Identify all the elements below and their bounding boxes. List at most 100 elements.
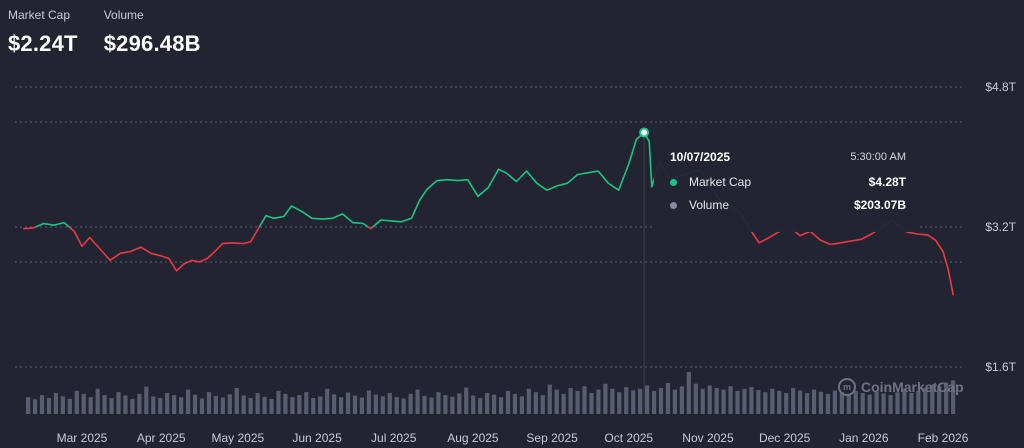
volume-bar bbox=[394, 397, 399, 414]
volume-bar bbox=[547, 384, 552, 414]
volume-bar bbox=[526, 388, 531, 414]
tooltip-series-value: $203.07B bbox=[853, 198, 906, 212]
volume-bar bbox=[26, 397, 31, 414]
volume-bar bbox=[610, 388, 615, 414]
volume-bar bbox=[53, 393, 58, 414]
volume-bar bbox=[95, 388, 100, 414]
volume-bar bbox=[297, 395, 302, 414]
volume-bar bbox=[568, 387, 573, 414]
volume-bar bbox=[332, 394, 337, 414]
volume-bar bbox=[443, 395, 448, 414]
volume-bar bbox=[603, 383, 608, 414]
volume-bar bbox=[366, 390, 371, 414]
volume-bar bbox=[804, 393, 810, 414]
volume-bar bbox=[464, 387, 469, 414]
volume-bar bbox=[540, 395, 545, 414]
header-stats: Market Cap $2.24T Volume $296.48B bbox=[8, 8, 201, 57]
volume-bar bbox=[492, 394, 497, 414]
volume-bar bbox=[74, 390, 79, 414]
y-tick-label: $1.6T bbox=[985, 360, 1016, 374]
volume-bar bbox=[505, 390, 511, 414]
volume-label: Volume bbox=[103, 8, 144, 22]
market-cap-value: $2.24T bbox=[8, 31, 78, 56]
volume-bar bbox=[276, 390, 281, 414]
volume-bar bbox=[700, 388, 705, 414]
volume-bar bbox=[415, 389, 420, 414]
volume-bar bbox=[436, 392, 441, 414]
volume-bar bbox=[679, 386, 684, 414]
volume-bar bbox=[665, 382, 671, 414]
volume-bar bbox=[686, 372, 691, 414]
volume-bar bbox=[123, 395, 128, 414]
highlight-point bbox=[639, 127, 650, 138]
volume-bar bbox=[575, 390, 580, 414]
volume-bar bbox=[429, 397, 434, 414]
volume-value: $296.48B bbox=[103, 31, 201, 56]
market-cap-line-up bbox=[258, 205, 369, 228]
volume-bar bbox=[81, 393, 86, 414]
volume-bar bbox=[617, 392, 622, 414]
volume-bar bbox=[269, 398, 274, 414]
y-tick-label: $3.2T bbox=[985, 220, 1016, 234]
market-cap-line-down bbox=[68, 226, 260, 272]
market-cap-line-down bbox=[367, 226, 374, 230]
tooltip-series-name: Market Cap bbox=[689, 175, 752, 189]
volume-bar bbox=[359, 397, 365, 414]
volume-bar bbox=[895, 392, 900, 414]
volume-bar bbox=[380, 396, 385, 414]
volume-bar bbox=[179, 397, 184, 414]
tooltip-date: 10/07/2025 bbox=[670, 150, 731, 164]
market-cap-label: Market Cap bbox=[8, 8, 71, 22]
volume-bar bbox=[874, 391, 879, 414]
volume-bar bbox=[651, 390, 657, 414]
volume-bar bbox=[262, 396, 267, 414]
volume-bar bbox=[352, 395, 358, 414]
volume-bar bbox=[39, 395, 45, 414]
volume-bar bbox=[290, 397, 295, 414]
volume-bar bbox=[944, 382, 949, 414]
volume-bar bbox=[116, 392, 121, 414]
volume-bar bbox=[450, 396, 455, 414]
volume-bar bbox=[408, 393, 413, 414]
volume-bar bbox=[554, 389, 559, 414]
volume-bar bbox=[185, 389, 191, 414]
volume-bar bbox=[304, 392, 309, 414]
volume-bar bbox=[749, 387, 754, 414]
volume-bar bbox=[811, 389, 817, 414]
volume-bar bbox=[130, 398, 135, 414]
tooltip-row-volume: Volume $203.07B bbox=[670, 198, 906, 212]
x-tick-label: May 2025 bbox=[212, 431, 265, 445]
volume-bar bbox=[721, 389, 726, 414]
volume-bar bbox=[672, 389, 678, 414]
watermark-text: CoinMarketCap bbox=[861, 379, 964, 395]
volume-bar bbox=[784, 393, 789, 414]
volume-bar bbox=[853, 390, 858, 414]
volume-bar bbox=[88, 397, 93, 414]
volume-bar bbox=[158, 398, 163, 414]
volume-bar bbox=[227, 394, 232, 414]
volume-bar bbox=[923, 387, 928, 414]
volume-bar bbox=[951, 380, 956, 414]
volume-bar bbox=[791, 387, 796, 414]
volume-bar bbox=[144, 386, 149, 414]
volume-bar bbox=[860, 393, 865, 414]
x-tick-label: Apr 2025 bbox=[137, 431, 186, 445]
volume-bar bbox=[192, 394, 198, 414]
market-cap-line-down bbox=[789, 226, 883, 246]
volume-bar bbox=[839, 392, 844, 414]
volume-bar bbox=[624, 387, 629, 414]
volume-bar bbox=[582, 386, 587, 414]
volume-bar bbox=[930, 384, 935, 414]
volume-bar bbox=[373, 394, 378, 414]
volume-bar bbox=[206, 392, 212, 414]
market-cap-line-down bbox=[23, 226, 36, 230]
volume-bar bbox=[172, 395, 177, 414]
volume-bar bbox=[658, 387, 664, 414]
volume-bar bbox=[457, 393, 462, 414]
volume-bar bbox=[742, 388, 747, 414]
tooltip-row-market-cap: Market Cap $4.28T bbox=[670, 175, 906, 189]
x-tick-label: Nov 2025 bbox=[682, 431, 734, 445]
market-cap-dot-icon bbox=[670, 178, 677, 186]
volume-bar bbox=[165, 393, 170, 414]
